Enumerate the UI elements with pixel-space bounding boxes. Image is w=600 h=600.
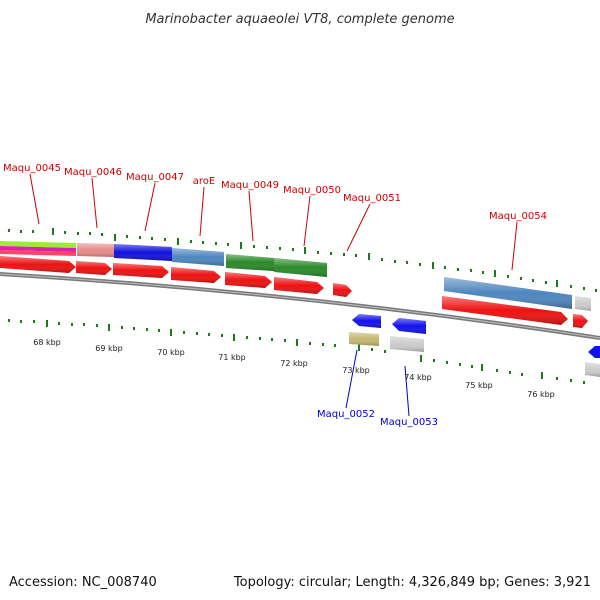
kbp-label-69: 69 kbp [95, 344, 123, 353]
label-leader-lines-bottom [345, 349, 410, 417]
tick-ruler-upper [8, 228, 597, 292]
gene-label-maqu-0054: Maqu_0054 [489, 211, 547, 222]
genome-summary-text: Topology: circular; Length: 4,326,849 bp… [233, 575, 591, 590]
gene-label-maqu-0052: Maqu_0052 [317, 409, 375, 420]
gene-labels-bottom: Maqu_0052 Maqu_0053 [317, 409, 438, 428]
reverse-cds-arrows [349, 314, 600, 377]
kbp-label-76: 76 kbp [527, 390, 555, 399]
kbp-tick-labels: 68 kbp 69 kbp 70 kbp 71 kbp 72 kbp 73 kb… [33, 338, 555, 399]
gene-label-maqu-0050: Maqu_0050 [283, 185, 341, 196]
annotation-stripes [0, 241, 76, 256]
gene-label-maqu-0053: Maqu_0053 [380, 417, 438, 428]
accession-text: Accession: NC_008740 [9, 575, 157, 590]
kbp-label-68: 68 kbp [33, 338, 61, 347]
gene-labels-top: Maqu_0045 Maqu_0046 Maqu_0047 aroE Maqu_… [3, 163, 547, 222]
gene-label-maqu-0047: Maqu_0047 [126, 172, 184, 183]
kbp-label-70: 70 kbp [157, 348, 185, 357]
gene-label-maqu-0049: Maqu_0049 [221, 180, 279, 191]
gene-label-maqu-0051: Maqu_0051 [343, 193, 401, 204]
kbp-label-72: 72 kbp [280, 359, 308, 368]
label-leader-lines-top [29, 173, 518, 271]
kbp-label-75: 75 kbp [465, 381, 493, 390]
kbp-label-74: 74 kbp [404, 373, 432, 382]
kbp-label-71: 71 kbp [218, 353, 246, 362]
gene-label-maqu-0045: Maqu_0045 [3, 163, 61, 174]
gene-label-maqu-0046: Maqu_0046 [64, 167, 122, 178]
tick-ruler-lower [8, 319, 585, 384]
figure-title: Marinobacter aquaeolei VT8, complete gen… [145, 12, 454, 27]
kbp-label-73: 73 kbp [342, 366, 370, 375]
feature-boxes [77, 243, 591, 311]
gene-label-aroe: aroE [193, 176, 215, 187]
forward-cds-arrows [0, 256, 588, 328]
